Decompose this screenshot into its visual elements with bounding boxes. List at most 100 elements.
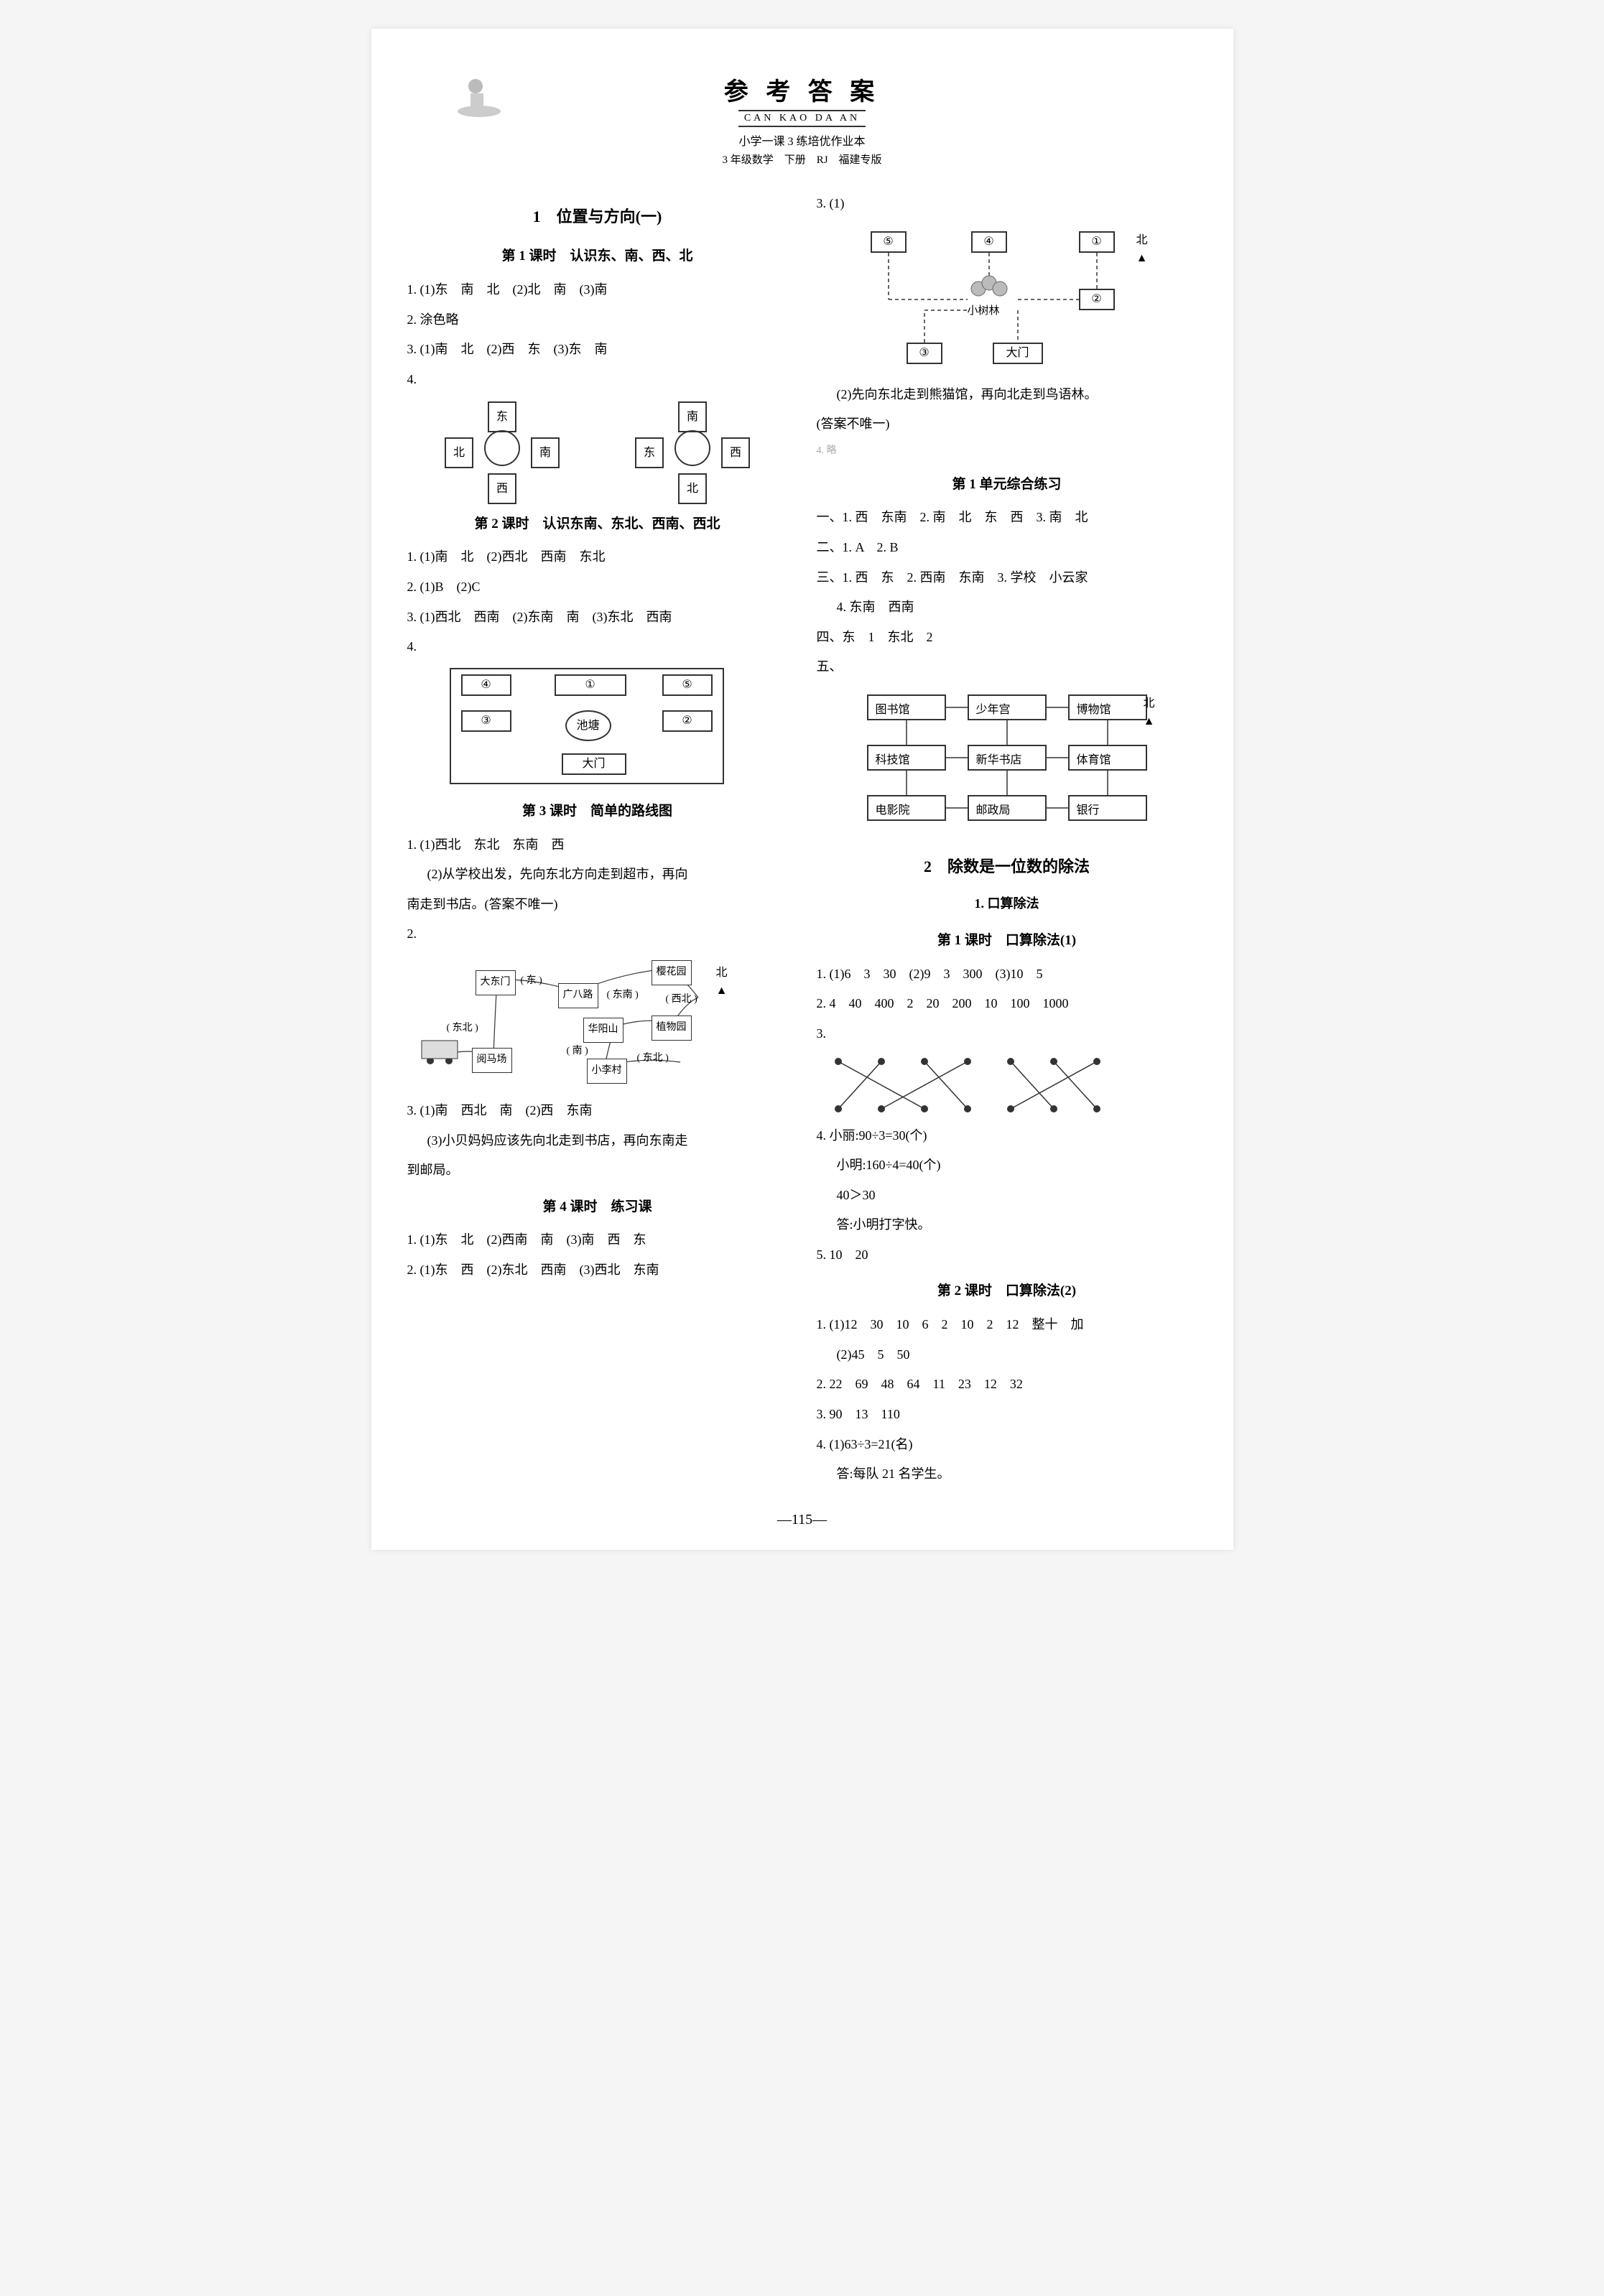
lesson-2-title: 第 2 课时 认识东南、东北、西南、西北 <box>407 509 788 539</box>
answer-line: 4. 东南 西南 <box>817 593 1197 622</box>
header-illustration <box>450 65 508 122</box>
answer-line: 2. 4 40 400 2 20 200 10 100 1000 <box>817 990 1197 1018</box>
answer-line: 1. (1)东 南 北 (2)北 南 (3)南 <box>407 276 788 305</box>
answer-line: 1. (1)西北 东北 东南 西 <box>407 831 788 860</box>
answer-line: 40＞30 <box>817 1181 1197 1210</box>
answer-line: 2. 22 69 48 64 11 23 12 32 <box>817 1370 1197 1399</box>
route-label: ( 东北 ) <box>447 1018 478 1040</box>
answer-line: 4. 小丽:90÷3=30(个) <box>817 1122 1197 1151</box>
unit-1-title: 第 1 单元综合练习 <box>817 470 1197 500</box>
page-number: —115— <box>407 1512 1197 1528</box>
answer-line: 4. 略 <box>817 440 1197 463</box>
map-box: ④ <box>971 231 1007 253</box>
answer-line: (2)45 5 50 <box>817 1341 1197 1370</box>
top-map-diagram: ⑤④①②③大门小树林北 <box>849 224 1165 375</box>
two-column-layout: 1 位置与方向(一) 第 1 课时 认识东、南、西、北 1. (1)东 南 北 … <box>407 188 1197 1490</box>
lesson-3-title: 第 3 课时 简单的路线图 <box>407 796 788 827</box>
answer-line: 3. <box>817 1020 1197 1049</box>
answer-line: 2. (1)B (2)C <box>407 573 788 602</box>
answer-line: (答案不唯一) <box>817 410 1197 439</box>
answer-line: 2. 涂色略 <box>407 306 788 335</box>
compass-a: 东 西 北 南 <box>445 401 560 502</box>
page: { "header": { "title": "参 考 答 案", "pinyi… <box>371 29 1233 1550</box>
route-box: 樱花园 <box>652 960 692 985</box>
dir-box: 北 <box>445 437 473 468</box>
route-box: 阅马场 <box>472 1048 512 1073</box>
dir-box: 北 <box>678 473 707 504</box>
answer-line: 一、1. 西 东南 2. 南 北 东 西 3. 南 北 <box>817 503 1197 532</box>
map-box: ③ <box>907 343 942 364</box>
person-icon <box>674 430 710 466</box>
route-label: ( 东北 ) <box>637 1048 669 1070</box>
map-box: 博物馆 <box>1068 694 1147 720</box>
answer-line: (3)小贝妈妈应该先向北走到书店，再向东南走 <box>407 1127 788 1156</box>
answer-line: 南走到书店。(答案不唯一) <box>407 891 788 919</box>
route-box: 植物园 <box>652 1015 692 1041</box>
route-label: ( 东南 ) <box>607 985 639 1007</box>
left-column: 1 位置与方向(一) 第 1 课时 认识东、南、西、北 1. (1)东 南 北 … <box>407 188 788 1490</box>
route-box: 大东门 <box>476 970 516 995</box>
main-title: 参 考 答 案 <box>407 72 1197 107</box>
answer-line: 答:每队 21 名学生。 <box>817 1460 1197 1489</box>
answer-line: 三、1. 西 东 2. 西南 东南 3. 学校 小云家 <box>817 564 1197 592</box>
map-box: ① <box>1079 231 1115 253</box>
header-block: 参 考 答 案 CAN KAO DA AN 小学一课 3 练培优作业本 3 年级… <box>407 72 1197 167</box>
answer-line: 4. (1)63÷3=21(名) <box>817 1431 1197 1459</box>
answer-line: 4. <box>407 366 788 394</box>
lesson-1-title: 第 1 课时 认识东、南、西、北 <box>407 241 788 271</box>
map-box: ② <box>662 710 713 732</box>
person-icon <box>484 430 520 466</box>
answer-line: 2. (1)东 西 (2)东北 西南 (3)西北 东南 <box>407 1256 788 1285</box>
right-column: 3. (1) ⑤④①②③大门小树林北 (2)先向东北走到熊猫馆，再向北走到鸟语林… <box>817 188 1197 1490</box>
answer-line: 小明:160÷4=40(个) <box>817 1151 1197 1180</box>
dir-box: 西 <box>721 437 750 468</box>
matching-lines <box>817 1053 1133 1117</box>
route-box: 广八路 <box>558 983 598 1008</box>
answer-line: 到邮局。 <box>407 1156 788 1185</box>
chapter-1-title: 1 位置与方向(一) <box>407 200 788 234</box>
dir-box: 南 <box>531 437 560 468</box>
answer-line: 3. (1)南 北 (2)西 东 (3)东 南 <box>407 335 788 364</box>
lesson-4-title: 第 4 课时 练习课 <box>407 1192 788 1222</box>
title-pinyin: CAN KAO DA AN <box>738 110 866 127</box>
map-box: 电影院 <box>867 795 946 821</box>
route-label: ( 西北 ) <box>666 989 697 1011</box>
map-box: ② <box>1079 289 1115 310</box>
dir-box: 南 <box>678 401 707 432</box>
route-label: ( 东 ) <box>521 970 542 993</box>
map-box: 图书馆 <box>867 694 946 720</box>
pond-map-diagram: ④①⑤③②大门池塘 <box>447 667 748 789</box>
compass-diagrams: 东 西 北 南 南 北 东 西 <box>407 401 788 502</box>
chapter-2-title: 2 除数是一位数的除法 <box>817 850 1197 884</box>
map-box: 大门 <box>993 343 1043 364</box>
answer-line: 答:小明打字快。 <box>817 1211 1197 1240</box>
route-label: ( 南 ) <box>567 1041 588 1063</box>
answer-line: 3. (1) <box>817 190 1197 218</box>
answer-line: (2)先向东北走到熊猫馆，再向北走到鸟语林。 <box>817 381 1197 409</box>
map-box: ④ <box>461 674 511 696</box>
map-box: ① <box>555 674 626 696</box>
answer-line: 2. <box>407 920 788 949</box>
answer-line: 四、东 1 东北 2 <box>817 623 1197 652</box>
dir-box: 东 <box>635 437 664 468</box>
grove-label: 小树林 <box>968 299 1000 323</box>
answer-line: 二、1. A 2. B <box>817 534 1197 562</box>
answer-line: 1. (1)南 北 (2)西北 西南 东北 <box>407 543 788 572</box>
answer-line: 3. 90 13 110 <box>817 1400 1197 1429</box>
map-box: 新华书店 <box>968 745 1047 771</box>
map-box: ③ <box>461 710 511 732</box>
route-map-diagram: 大东门广八路樱花园华阳山植物园小李村阅马场( 东 )( 东南 )( 西北 )( … <box>407 954 745 1091</box>
answer-line: 4. <box>407 633 788 661</box>
map-box: ⑤ <box>662 674 713 696</box>
subtitle-1: 小学一课 3 练培优作业本 <box>407 131 1197 149</box>
north-arrow-icon: 北 <box>1136 228 1148 264</box>
map-box: 体育馆 <box>1068 745 1147 771</box>
north-arrow-icon: 北 <box>716 960 728 997</box>
map-box: 邮政局 <box>968 795 1047 821</box>
answer-line: 1. (1)东 北 (2)西南 南 (3)南 西 东 <box>407 1226 788 1255</box>
pond-oval: 池塘 <box>565 710 611 741</box>
map-box: 银行 <box>1068 795 1147 821</box>
subtitle-2: 3 年级数学 下册 RJ 福建专版 <box>407 152 1197 167</box>
route-box: 小李村 <box>587 1059 627 1084</box>
map-box: 少年宫 <box>968 694 1047 720</box>
